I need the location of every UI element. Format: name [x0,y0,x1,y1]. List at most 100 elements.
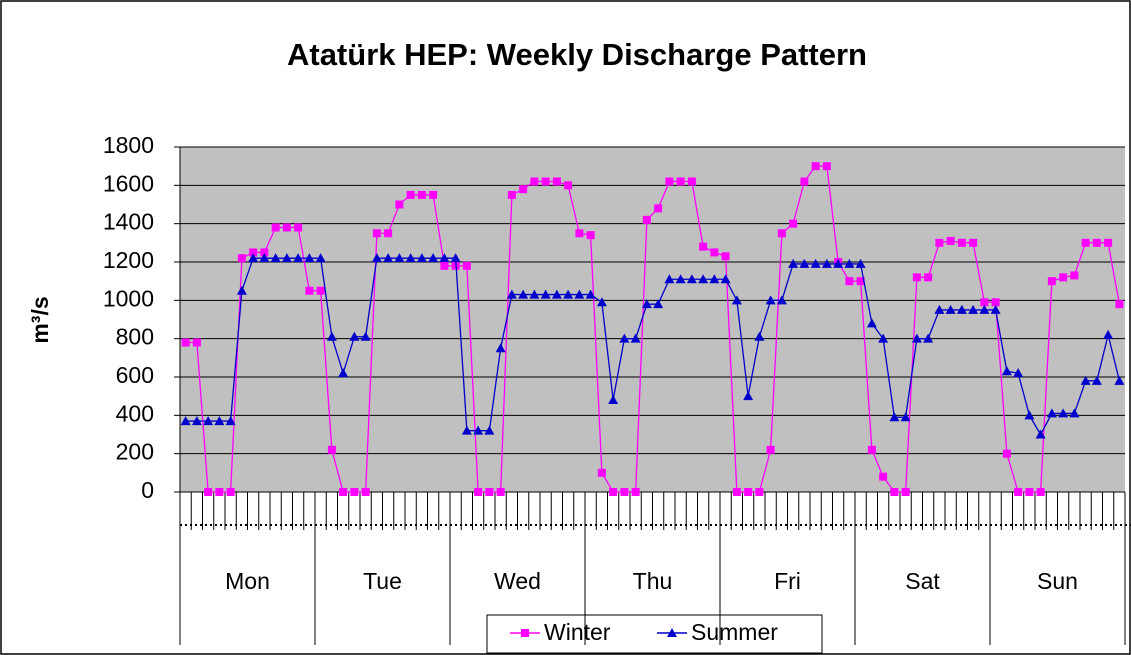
marker [844,258,855,268]
marker [810,258,821,268]
marker [923,333,934,343]
marker [496,488,505,496]
marker [608,395,619,404]
marker [281,253,292,263]
marker [833,258,844,268]
marker [765,295,776,305]
marker [1024,410,1035,420]
marker [360,331,371,341]
marker [181,338,190,347]
group-label: Tue [363,568,402,594]
marker [630,333,641,343]
marker [667,628,677,637]
marker [1025,488,1034,496]
marker [776,295,787,305]
marker [1035,429,1046,439]
marker [586,231,595,240]
marker [1001,366,1012,376]
marker [215,488,224,496]
marker [968,304,979,314]
marker [305,286,314,295]
marker [777,229,786,238]
marker [585,289,596,299]
group-label: Fri [774,568,801,594]
y-axis-label: m³/s [27,296,53,343]
marker [879,472,888,481]
marker [957,238,966,247]
marker [518,289,529,299]
marker [1069,408,1080,418]
marker [766,445,775,454]
marker [754,331,765,341]
marker [676,177,685,186]
marker [473,425,484,435]
marker [204,488,213,496]
marker [575,229,584,238]
marker [664,274,675,284]
marker [416,253,427,263]
marker [900,412,911,422]
marker [1013,368,1024,378]
marker [248,253,259,263]
marker [191,416,202,426]
legend-label: Summer [691,619,778,645]
marker [855,258,866,268]
marker [563,289,574,299]
marker [372,229,381,238]
marker [744,488,753,496]
marker [383,253,394,263]
marker [440,261,449,270]
marker [788,258,799,268]
marker [361,488,370,496]
marker [327,445,336,454]
marker [180,416,191,426]
marker [631,488,640,496]
marker [226,488,235,496]
marker [699,242,708,251]
marker [225,416,236,426]
marker [315,253,326,263]
marker [710,248,719,257]
marker [698,274,709,284]
marker [259,253,270,263]
y-tick-label: 600 [116,362,154,388]
marker [969,238,978,247]
marker [384,229,393,238]
marker [1080,375,1091,385]
marker [687,177,696,186]
marker [800,177,809,186]
y-tick-label: 1600 [103,170,154,196]
marker [653,299,664,309]
marker [686,274,697,284]
marker [845,277,854,286]
marker [293,253,304,263]
marker [1059,273,1068,282]
marker [1092,238,1101,247]
marker [462,261,471,270]
y-tick-label: 1400 [103,209,154,235]
marker [214,416,225,426]
marker [429,190,438,199]
marker [529,289,540,299]
y-tick-label: 400 [116,400,154,426]
marker [406,190,415,199]
marker [461,425,472,435]
marker [530,177,539,186]
marker [596,297,607,307]
marker [507,190,516,199]
legend-label: Winter [544,619,611,645]
plot-area [180,147,1125,492]
group-label: Sun [1037,568,1078,594]
marker [237,254,246,263]
marker [1058,408,1069,418]
marker [1104,238,1113,247]
marker [675,274,686,284]
marker [619,333,630,343]
marker [912,273,921,282]
marker [260,248,269,257]
legend [486,614,823,654]
marker [990,304,1001,314]
y-tick-label: 1200 [103,247,154,273]
marker [924,273,933,282]
